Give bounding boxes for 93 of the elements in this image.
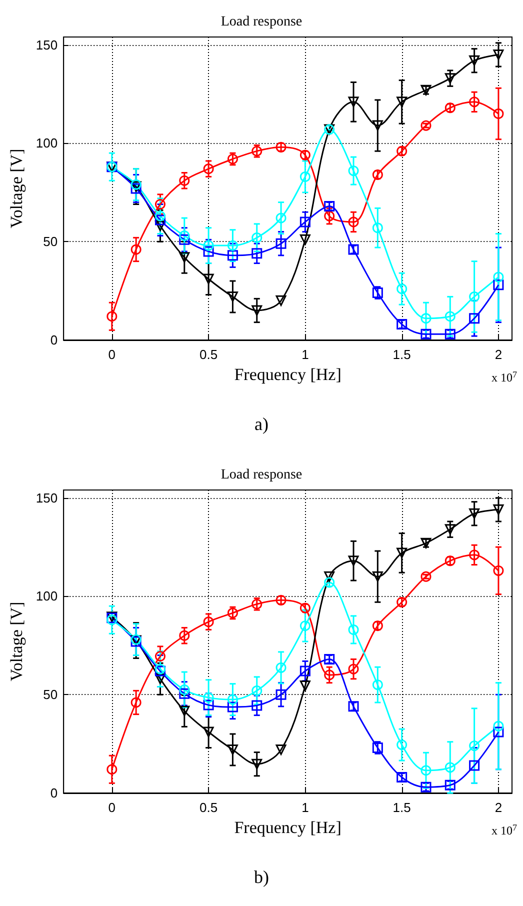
point — [469, 313, 480, 324]
x-tick-label: 1 — [302, 347, 309, 362]
point — [203, 616, 214, 628]
chart-title: Load response — [220, 14, 302, 30]
point — [276, 662, 286, 673]
point — [396, 284, 408, 294]
point — [300, 234, 310, 245]
x-tick-label: 0.5 — [200, 347, 218, 362]
y-tick-label: 150 — [36, 37, 58, 52]
point — [276, 238, 286, 249]
point — [420, 120, 432, 131]
point — [444, 762, 456, 773]
x-tick-label: 0 — [108, 347, 116, 362]
point — [203, 164, 214, 174]
point — [372, 222, 383, 234]
y-tick-label: 0 — [50, 786, 58, 800]
point — [300, 171, 310, 182]
x-axis-title: Frequency [Hz] — [234, 365, 342, 384]
point — [493, 280, 504, 290]
point — [203, 700, 214, 710]
point — [227, 702, 238, 712]
point — [203, 274, 214, 284]
point — [444, 524, 456, 535]
x-tick-label: 2 — [494, 800, 502, 815]
y-tick-label: 50 — [43, 234, 58, 250]
point — [444, 311, 456, 322]
point — [203, 726, 214, 738]
point — [227, 744, 238, 755]
point — [493, 504, 504, 515]
point — [106, 764, 118, 775]
y-tick-label: 0 — [50, 332, 58, 348]
point — [396, 548, 408, 558]
text: b) — [254, 867, 270, 887]
point — [493, 565, 504, 576]
y-axis-title: Voltage [V] — [7, 602, 26, 682]
point — [348, 664, 359, 674]
point — [348, 166, 359, 176]
point — [252, 305, 262, 316]
point — [348, 96, 359, 108]
point — [469, 550, 480, 560]
y-tick-label: 150 — [36, 490, 58, 506]
point — [276, 212, 286, 224]
point — [276, 689, 286, 700]
point — [106, 311, 118, 322]
point — [154, 674, 166, 684]
point — [372, 680, 383, 690]
point — [493, 720, 504, 732]
point — [469, 96, 480, 108]
point — [372, 571, 383, 582]
point — [154, 220, 166, 232]
x-tick-label: 1.5 — [392, 347, 411, 362]
point — [300, 216, 310, 228]
y-tick-label: 50 — [43, 687, 58, 702]
x-tick-label: 1.5 — [392, 800, 411, 815]
point — [130, 244, 142, 255]
point — [420, 765, 432, 776]
point — [396, 96, 408, 108]
point — [276, 295, 286, 306]
point — [300, 666, 310, 676]
point — [469, 760, 480, 771]
x-tick-label: 0 — [108, 800, 116, 815]
point — [179, 630, 190, 641]
point — [348, 556, 359, 566]
point — [300, 620, 310, 632]
text: a) — [254, 414, 268, 434]
point — [348, 624, 359, 635]
point — [324, 670, 335, 680]
y-tick-label: 100 — [36, 136, 58, 151]
point — [276, 744, 286, 755]
x-axis-title: Frequency [Hz] — [234, 818, 342, 837]
point — [252, 758, 262, 770]
x-tick-label: 0.5 — [200, 800, 218, 815]
point — [203, 246, 214, 257]
x-tick-label: 1 — [302, 800, 309, 815]
point — [420, 571, 432, 582]
point — [420, 313, 432, 324]
y-axis-title: Voltage [V] — [7, 148, 26, 228]
point — [444, 73, 456, 84]
point — [469, 55, 480, 66]
y-tick-label: 100 — [36, 588, 58, 604]
chart-title: Load response — [220, 468, 302, 482]
point — [396, 740, 408, 750]
point — [469, 508, 480, 519]
point — [493, 49, 504, 60]
point — [348, 216, 359, 228]
x-tick-label: 2 — [494, 347, 502, 362]
point — [179, 175, 190, 186]
point — [372, 120, 383, 131]
point — [493, 726, 504, 738]
point — [493, 108, 504, 119]
point — [227, 291, 238, 302]
point — [493, 272, 504, 282]
point — [130, 697, 142, 708]
